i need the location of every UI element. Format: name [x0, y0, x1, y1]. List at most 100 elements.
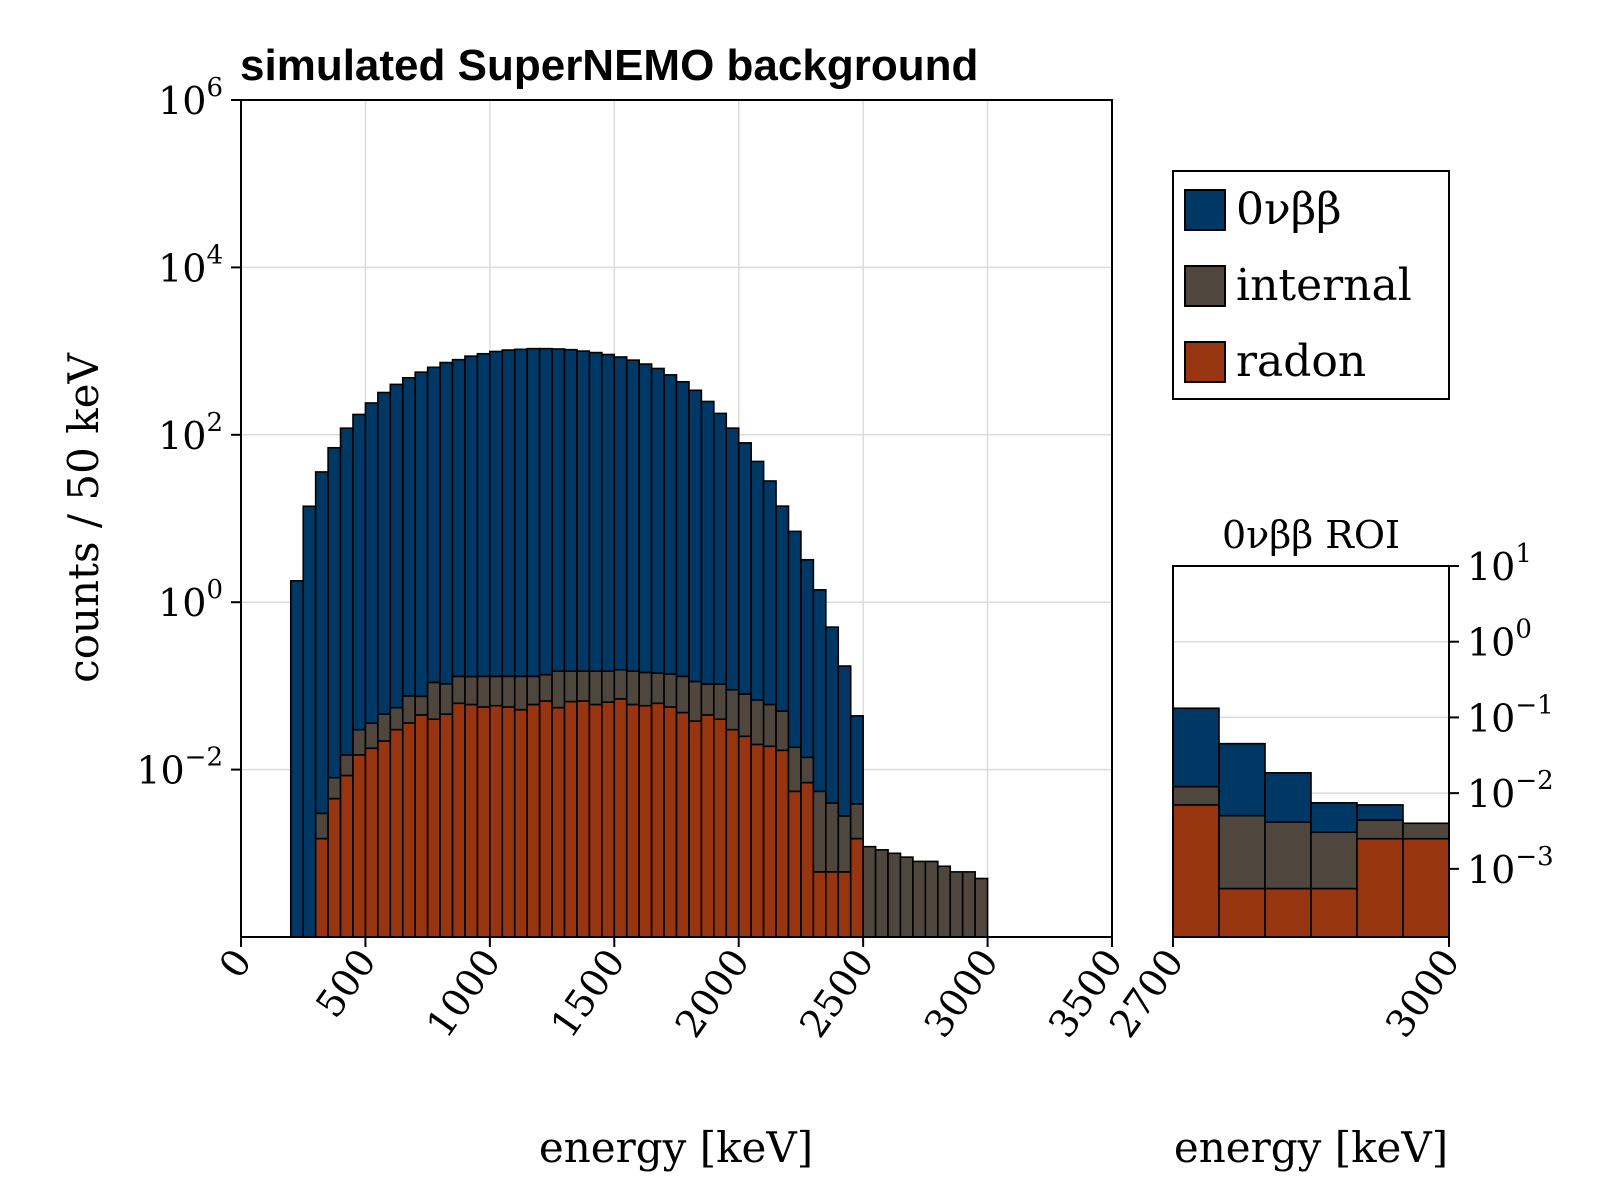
x-tick-label: 3000 [1377, 941, 1469, 1045]
bar--33 [700, 400, 715, 685]
bar-radon-35 [725, 728, 740, 938]
bar-internal-5 [1402, 822, 1450, 840]
legend-swatch-1 [1184, 265, 1226, 307]
bar-internal-20 [538, 673, 553, 702]
legend-label-1: internal [1236, 260, 1412, 311]
bar-radon-6 [364, 747, 379, 938]
y-tick-base: 10 [1467, 848, 1515, 892]
main-bars [289, 347, 989, 938]
bar-internal-48 [887, 852, 902, 938]
y-tick-base: 10 [158, 414, 206, 458]
bar--26 [613, 356, 628, 671]
y-tick-base: 10 [158, 246, 206, 290]
bar--18 [513, 348, 528, 678]
bar-radon-15 [476, 706, 491, 938]
x-tick-label: 0 [210, 941, 260, 986]
bar-internal-32 [688, 680, 703, 722]
bar--11 [426, 366, 441, 684]
bar--23 [576, 350, 591, 672]
bar-internal-55 [974, 877, 989, 938]
bar-internal-5 [352, 728, 367, 756]
bar-radon-20 [538, 700, 553, 938]
legend-swatch-2 [1184, 341, 1226, 383]
bar-internal-25 [601, 670, 616, 703]
bar-internal-31 [675, 675, 690, 714]
bar--0 [1172, 707, 1220, 788]
bar-internal-41 [800, 756, 815, 784]
bar-radon-17 [501, 706, 516, 938]
y-tick-base: 10 [136, 749, 184, 793]
bar--1 [302, 505, 317, 938]
bar-internal-23 [576, 670, 591, 702]
y-tick-base: 10 [1467, 621, 1515, 665]
bar--31 [675, 380, 690, 678]
bar-radon-34 [713, 718, 728, 938]
y-tick-exponent: 0 [206, 575, 223, 605]
bar--1 [1218, 742, 1266, 817]
bar-internal-38 [762, 703, 777, 748]
bar-internal-19 [526, 675, 541, 706]
bar-radon-12 [439, 713, 454, 938]
bar-radon-26 [613, 698, 628, 938]
bar-internal-17 [501, 675, 516, 708]
bar-radon-18 [513, 708, 528, 938]
roi-chart-title: 0νββ ROI [1222, 513, 1400, 557]
bar-radon-40 [787, 790, 802, 938]
bar-internal-42 [812, 790, 827, 873]
bar--6 [364, 402, 379, 724]
bar-radon-41 [800, 781, 815, 938]
bar-radon-30 [663, 706, 678, 938]
bar-radon-44 [837, 871, 852, 938]
bar-internal-51 [924, 860, 939, 938]
bar-radon-4 [339, 774, 354, 938]
bar-internal-36 [737, 693, 752, 738]
bar--39 [775, 505, 790, 712]
bar-radon-1 [1218, 887, 1266, 938]
bar-internal-44 [837, 815, 852, 873]
main-x-axis-label: energy [keV] [539, 1123, 813, 1172]
bar-radon-5 [1402, 837, 1450, 938]
bar-radon-16 [489, 704, 504, 938]
y-tick-exponent: −2 [185, 743, 223, 773]
bar-internal-33 [700, 683, 715, 716]
bar--22 [563, 348, 578, 672]
y-tick-base: 10 [1467, 545, 1515, 589]
bar--34 [713, 412, 728, 685]
bar-internal-40 [787, 746, 802, 793]
main-y-axis-label: counts / 50 keV [59, 353, 108, 683]
bar--15 [476, 352, 491, 678]
bar--4 [1356, 804, 1404, 821]
bar--2 [1264, 772, 1312, 823]
main-chart-title: simulated SuperNEMO background [240, 41, 978, 90]
bar--38 [762, 480, 777, 706]
bar-internal-8 [389, 706, 404, 731]
x-tick-label: 500 [307, 941, 385, 1026]
bar-internal-45 [849, 803, 864, 840]
bar-internal-47 [874, 849, 889, 938]
bar-radon-29 [650, 702, 665, 938]
x-tick-label: 2000 [667, 941, 759, 1045]
bar--2 [314, 471, 329, 815]
y-tick-exponent: 6 [206, 73, 223, 103]
bar-internal-54 [961, 871, 976, 938]
bar--17 [501, 349, 516, 678]
y-tick-exponent: 1 [1515, 539, 1532, 569]
bar-internal-50 [912, 860, 927, 938]
y-tick-base: 10 [1467, 696, 1515, 740]
bar-internal-29 [650, 672, 665, 705]
bar-radon-2 [314, 837, 329, 938]
bar-radon-4 [1356, 837, 1404, 938]
bar-radon-38 [762, 745, 777, 938]
y-tick-exponent: 0 [1515, 615, 1532, 645]
bar--41 [800, 558, 815, 759]
x-tick-label: 2500 [791, 941, 883, 1045]
y-tick-exponent: 4 [206, 240, 223, 270]
y-tick-label: 106 [158, 73, 223, 123]
bar-internal-28 [638, 671, 653, 707]
bar-internal-49 [899, 856, 914, 938]
bar-radon-23 [576, 700, 591, 938]
bar-internal-24 [588, 670, 603, 706]
bar-radon-13 [451, 702, 466, 938]
bar-radon-39 [775, 749, 790, 938]
